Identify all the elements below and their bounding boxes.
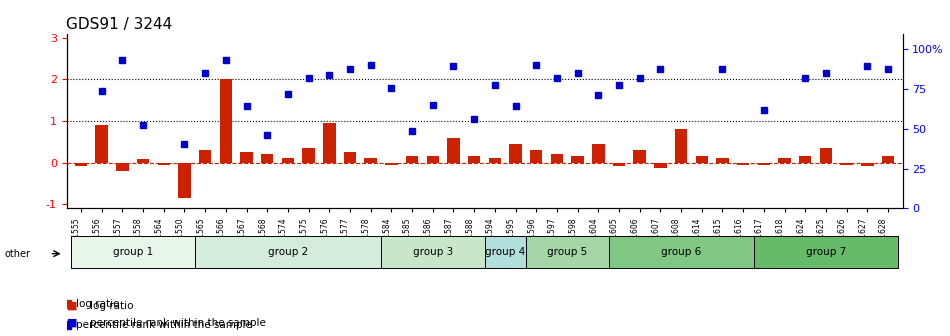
Bar	[344, 152, 356, 163]
FancyBboxPatch shape	[195, 236, 381, 268]
Bar	[137, 159, 149, 163]
Bar	[261, 154, 274, 163]
Text: percentile rank within the sample: percentile rank within the sample	[76, 320, 252, 330]
Bar	[674, 129, 687, 163]
Bar	[488, 158, 501, 163]
Bar	[613, 163, 625, 166]
Bar	[571, 156, 584, 163]
Text: percentile rank within the sample: percentile rank within the sample	[90, 318, 266, 328]
Text: GDS91 / 3244: GDS91 / 3244	[66, 17, 173, 32]
Bar	[219, 79, 232, 163]
Bar	[655, 163, 667, 168]
Text: other: other	[5, 249, 30, 259]
FancyBboxPatch shape	[484, 236, 526, 268]
FancyBboxPatch shape	[526, 236, 609, 268]
Bar	[737, 163, 750, 165]
Bar	[882, 156, 894, 163]
Text: group 5: group 5	[547, 247, 587, 257]
Bar	[551, 154, 563, 163]
Bar	[406, 156, 418, 163]
Bar	[365, 158, 377, 163]
Text: ■: ■	[66, 301, 77, 311]
Text: group 4: group 4	[485, 247, 525, 257]
Bar	[427, 156, 439, 163]
FancyBboxPatch shape	[753, 236, 899, 268]
Bar	[799, 156, 811, 163]
Bar	[468, 156, 481, 163]
Bar	[695, 156, 708, 163]
Text: group 7: group 7	[806, 247, 846, 257]
Bar	[634, 150, 646, 163]
Bar	[861, 163, 874, 166]
Bar	[841, 163, 853, 165]
Text: group 1: group 1	[113, 247, 153, 257]
Bar	[509, 144, 522, 163]
Bar	[385, 163, 398, 165]
Bar	[116, 163, 128, 171]
Text: group 3: group 3	[412, 247, 453, 257]
Text: log ratio: log ratio	[90, 301, 134, 311]
Bar	[758, 163, 770, 165]
Bar	[240, 152, 253, 163]
Bar	[95, 125, 108, 163]
Bar	[447, 138, 460, 163]
Bar	[302, 148, 314, 163]
Text: log ratio: log ratio	[76, 299, 120, 309]
Text: group 2: group 2	[268, 247, 308, 257]
FancyBboxPatch shape	[70, 236, 195, 268]
Bar	[530, 150, 542, 163]
Bar	[778, 158, 790, 163]
Bar	[323, 123, 335, 163]
Bar	[158, 163, 170, 165]
Bar	[592, 144, 604, 163]
Bar	[820, 148, 832, 163]
FancyBboxPatch shape	[381, 236, 484, 268]
Bar	[716, 158, 729, 163]
Bar	[282, 158, 294, 163]
Text: ■: ■	[66, 318, 77, 328]
Bar	[75, 163, 87, 166]
FancyBboxPatch shape	[609, 236, 753, 268]
Bar	[199, 150, 211, 163]
Bar	[179, 163, 191, 198]
Text: group 6: group 6	[661, 247, 701, 257]
